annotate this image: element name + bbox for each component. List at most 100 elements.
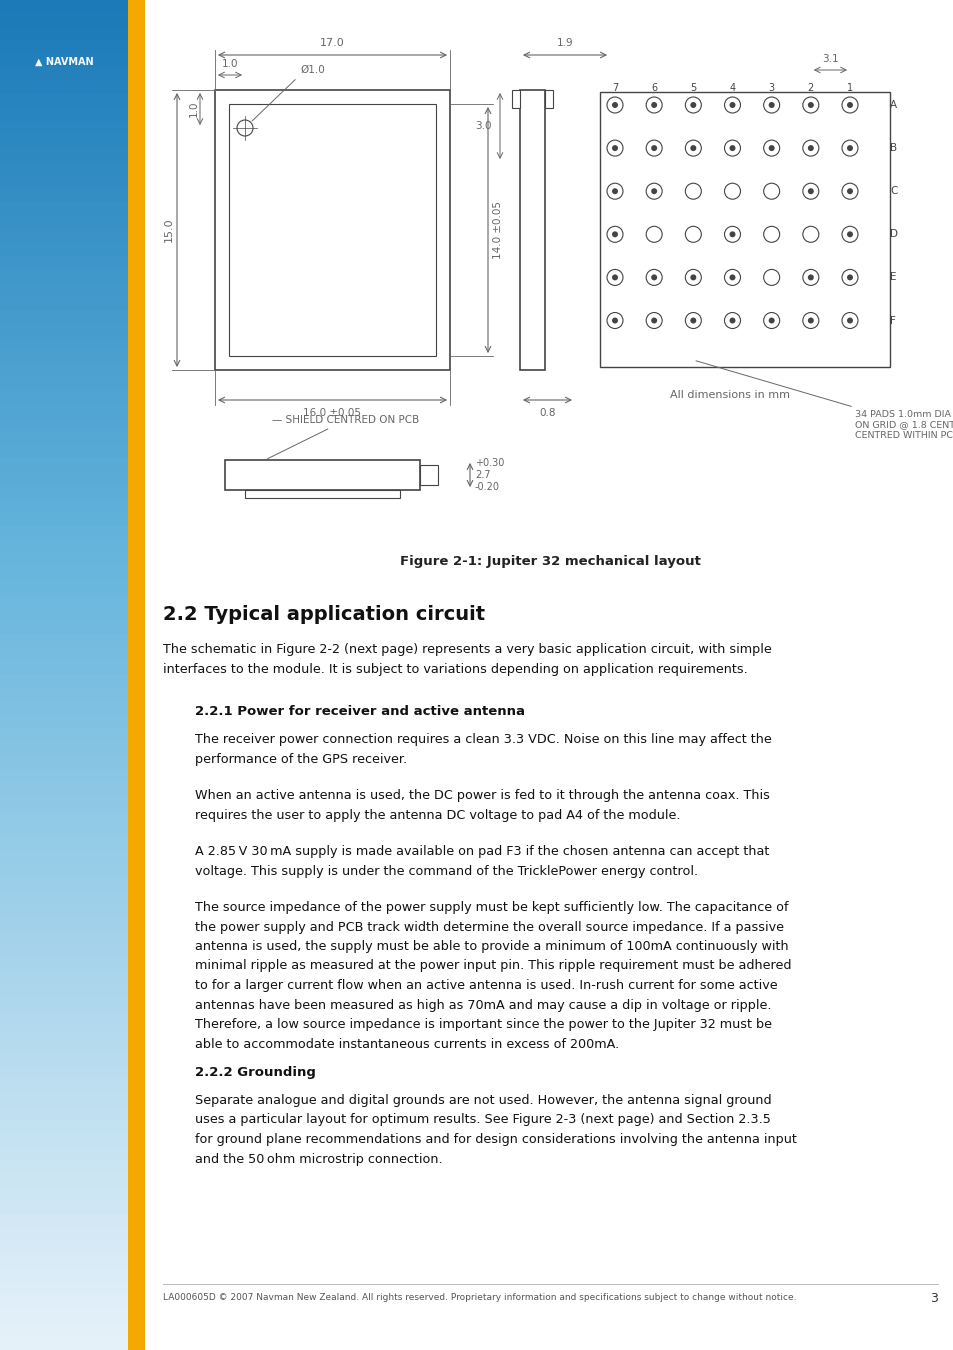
Circle shape (612, 317, 618, 324)
Circle shape (807, 144, 813, 151)
Bar (0, 1254, 128, 1269)
Circle shape (612, 231, 618, 238)
Bar (0, 1038, 128, 1053)
Bar (0, 26, 128, 40)
Circle shape (846, 103, 852, 108)
Bar (0, 714, 128, 729)
Bar (0, 822, 128, 837)
Circle shape (841, 97, 857, 113)
Circle shape (606, 270, 622, 285)
Bar (0, 0, 128, 14)
Circle shape (723, 97, 740, 113)
Text: 3: 3 (768, 82, 774, 93)
Bar (0, 782, 128, 796)
Circle shape (762, 140, 779, 157)
Bar (0, 687, 128, 702)
Bar (0, 201, 128, 216)
Circle shape (645, 312, 661, 328)
Bar (0, 890, 128, 905)
Text: 1.0: 1.0 (221, 59, 238, 69)
Bar (0, 1308, 128, 1323)
Circle shape (645, 184, 661, 200)
Circle shape (645, 140, 661, 157)
Circle shape (729, 144, 735, 151)
Text: 14.0 ±0.05: 14.0 ±0.05 (493, 201, 502, 259)
Circle shape (651, 188, 657, 194)
Bar (0, 444, 128, 459)
Bar (0, 701, 128, 716)
Bar (0, 1227, 128, 1242)
Bar (0, 1052, 128, 1066)
Text: 1.0: 1.0 (189, 101, 199, 117)
Bar (0, 525, 128, 540)
Bar (0, 498, 128, 513)
Text: 7: 7 (611, 82, 618, 93)
Bar (0, 944, 128, 958)
Bar (0, 1119, 128, 1134)
Text: D: D (889, 230, 897, 239)
Circle shape (841, 312, 857, 328)
Bar (229, 104, 436, 356)
Bar (0, 215, 128, 230)
Text: +0.30: +0.30 (475, 458, 504, 468)
Bar (0, 1214, 128, 1228)
Bar (0, 552, 128, 567)
Text: F: F (889, 316, 895, 325)
Circle shape (723, 184, 740, 200)
Bar (0, 93, 128, 108)
Bar (419, 464, 437, 485)
Bar (0, 971, 128, 986)
Circle shape (729, 317, 735, 324)
Bar (0, 188, 128, 202)
Bar (0, 53, 128, 68)
Bar (0, 1281, 128, 1296)
Bar (0, 768, 128, 783)
Bar (0, 323, 128, 338)
Text: 2.2.1 Power for receiver and active antenna: 2.2.1 Power for receiver and active ante… (194, 705, 524, 718)
Bar (0, 755, 128, 770)
Bar (0, 1011, 128, 1026)
Bar (0, 242, 128, 256)
Bar (0, 269, 128, 284)
Bar (0, 120, 128, 135)
Bar (0, 795, 128, 810)
Bar (0, 1335, 128, 1350)
Circle shape (690, 103, 696, 108)
Bar (0, 579, 128, 594)
Text: 2: 2 (807, 82, 813, 93)
Text: A: A (889, 100, 896, 109)
Bar (0, 1200, 128, 1215)
Bar (0, 1187, 128, 1202)
Bar (0, 674, 128, 688)
Bar (0, 809, 128, 824)
Circle shape (684, 227, 700, 242)
Bar (544, 90, 553, 108)
Bar (0, 1241, 128, 1256)
Bar (0, 1106, 128, 1120)
Text: 6: 6 (650, 82, 657, 93)
Circle shape (645, 270, 661, 285)
Bar (0, 1133, 128, 1147)
Circle shape (762, 312, 779, 328)
Circle shape (846, 231, 852, 238)
Bar (0, 836, 128, 850)
Text: — SHIELD CENTRED ON PCB: — SHIELD CENTRED ON PCB (267, 414, 419, 459)
Text: LA000605D © 2007 Navman New Zealand. All rights reserved. Proprietary informatio: LA000605D © 2007 Navman New Zealand. All… (163, 1293, 796, 1303)
Bar (519, 90, 544, 370)
Circle shape (841, 184, 857, 200)
Text: 2.2.2 Grounding: 2.2.2 Grounding (194, 1066, 315, 1079)
Circle shape (762, 270, 779, 285)
Circle shape (690, 144, 696, 151)
Circle shape (645, 97, 661, 113)
Circle shape (684, 140, 700, 157)
Circle shape (841, 227, 857, 242)
Circle shape (807, 317, 813, 324)
Circle shape (684, 97, 700, 113)
Circle shape (690, 274, 696, 281)
Bar (0, 1146, 128, 1161)
Circle shape (768, 103, 774, 108)
Text: 3.1: 3.1 (821, 54, 838, 63)
Bar (0, 984, 128, 999)
Circle shape (606, 227, 622, 242)
Text: Separate analogue and digital grounds are not used. However, the antenna signal : Separate analogue and digital grounds ar… (194, 1094, 796, 1165)
